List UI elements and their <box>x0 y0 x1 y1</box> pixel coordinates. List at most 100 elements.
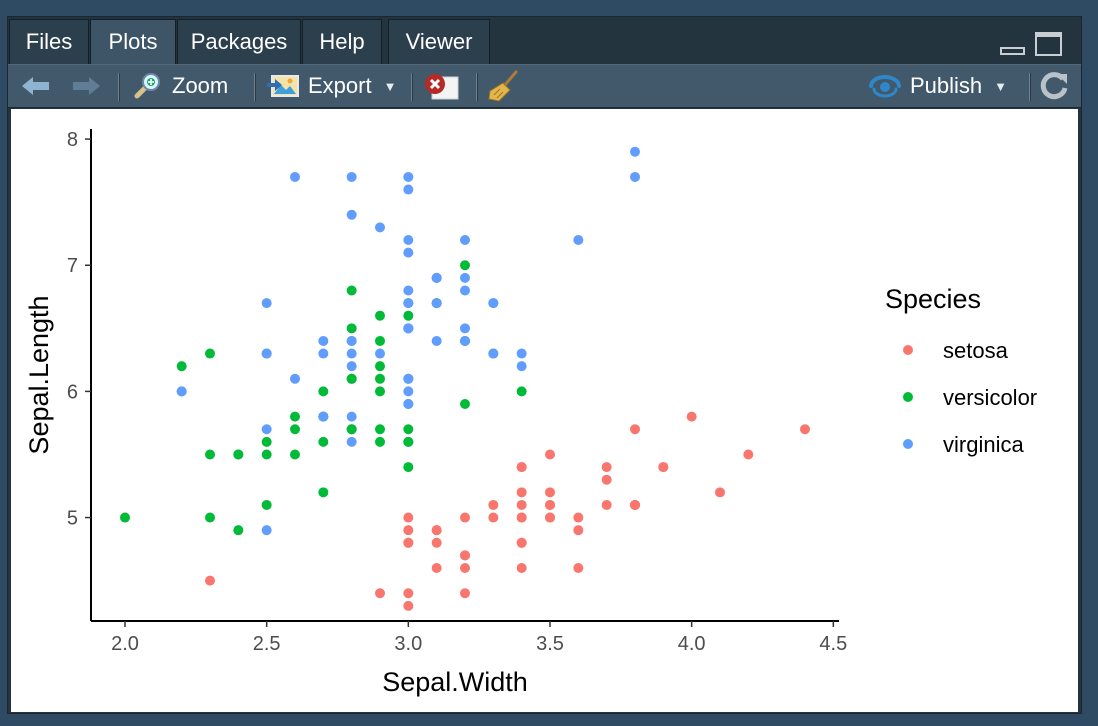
data-point-setosa <box>516 563 527 574</box>
data-point-virginica <box>346 411 357 422</box>
data-point-setosa <box>460 588 470 599</box>
data-point-virginica <box>431 272 442 283</box>
data-point-versicolor <box>403 462 414 473</box>
data-point-virginica <box>346 361 357 372</box>
data-point-setosa <box>715 487 725 498</box>
toolbar-divider <box>254 73 256 101</box>
data-point-versicolor <box>261 449 272 460</box>
refresh-icon <box>1040 72 1068 100</box>
data-point-virginica <box>488 348 499 359</box>
data-point-versicolor <box>460 260 470 271</box>
tab-label: Files <box>25 29 73 54</box>
data-point-versicolor <box>261 436 272 447</box>
data-point-virginica <box>460 285 470 296</box>
data-point-virginica <box>176 386 187 397</box>
data-point-setosa <box>630 499 640 510</box>
data-point-versicolor <box>403 424 414 435</box>
data-point-versicolor <box>318 386 329 397</box>
data-point-versicolor <box>205 348 215 359</box>
plot-viewer: 2.0 2.5 3.0 3.5 4.0 4.5 5 6 7 8 Sepal.Width Sepal.L… <box>11 109 1078 712</box>
data-point-virginica <box>403 386 414 397</box>
pane-tab-bar: Files Plots Packages Help Viewer <box>8 17 1081 64</box>
data-point-setosa <box>743 449 754 460</box>
x-tick-label: 2.5 <box>253 633 281 655</box>
data-point-versicolor <box>375 361 385 372</box>
data-point-setosa <box>545 512 555 523</box>
tab-packages[interactable]: Packages <box>177 19 301 64</box>
data-point-setosa <box>516 512 527 523</box>
x-tick-label: 3.0 <box>394 633 422 655</box>
refresh-button[interactable] <box>1039 65 1069 107</box>
back-arrow-icon[interactable] <box>20 65 56 107</box>
x-axis-label: Sepal.Width <box>382 667 528 697</box>
data-point-setosa <box>601 462 612 473</box>
export-button[interactable]: Export ▼ <box>266 65 396 107</box>
x-tick-label: 3.5 <box>536 633 564 655</box>
y-tick-label: 8 <box>67 129 78 151</box>
data-point-setosa <box>431 537 442 548</box>
data-point-virginica <box>630 146 640 157</box>
tab-plots[interactable]: Plots <box>90 19 176 64</box>
data-point-setosa <box>403 588 414 599</box>
data-point-versicolor <box>375 424 385 435</box>
toolbar-divider <box>118 73 120 101</box>
data-point-versicolor <box>346 285 357 296</box>
data-point-virginica <box>403 373 414 384</box>
data-point-setosa <box>460 512 470 523</box>
data-point-virginica <box>346 436 357 447</box>
maximize-pane-button[interactable] <box>1035 32 1062 56</box>
data-point-setosa <box>545 487 555 498</box>
toolbar-divider <box>411 73 413 101</box>
data-point-virginica <box>403 285 414 296</box>
legend-key-versicolor <box>903 392 913 402</box>
data-point-setosa <box>516 499 527 510</box>
data-point-versicolor <box>346 373 357 384</box>
data-point-setosa <box>516 487 527 498</box>
data-point-versicolor <box>318 436 329 447</box>
minimize-pane-button[interactable] <box>1000 47 1025 55</box>
data-point-virginica <box>318 335 329 346</box>
data-point-virginica <box>403 399 414 410</box>
data-point-versicolor <box>346 323 357 334</box>
data-point-versicolor <box>375 373 385 384</box>
tab-help[interactable]: Help <box>302 19 382 64</box>
legend-key-virginica <box>903 439 913 449</box>
data-point-setosa <box>601 499 612 510</box>
data-point-setosa <box>658 462 669 473</box>
data-point-virginica <box>375 348 385 359</box>
data-point-virginica <box>630 171 640 182</box>
data-point-setosa <box>630 424 640 435</box>
data-point-virginica <box>403 247 414 258</box>
data-point-setosa <box>573 525 584 536</box>
tab-files[interactable]: Files <box>9 19 89 64</box>
remove-plot-button[interactable] <box>422 65 460 107</box>
zoom-button[interactable]: Zoom <box>132 65 228 107</box>
tab-viewer[interactable]: Viewer <box>388 19 490 64</box>
data-point-virginica <box>261 298 272 309</box>
data-point-virginica <box>290 171 300 182</box>
data-point-versicolor <box>403 436 414 447</box>
zoom-label: Zoom <box>172 73 229 98</box>
data-point-versicolor <box>460 399 470 410</box>
data-point-setosa <box>488 512 499 523</box>
forward-arrow-icon[interactable] <box>70 65 106 107</box>
legend-label-setosa: setosa <box>943 338 1009 363</box>
data-point-versicolor <box>375 386 385 397</box>
y-tick-label: 7 <box>67 255 78 277</box>
publish-button[interactable]: Publish ▼ <box>868 65 1007 107</box>
data-point-setosa <box>431 525 442 536</box>
data-point-setosa <box>800 424 810 435</box>
tab-label: Viewer <box>405 29 473 54</box>
data-point-setosa <box>488 499 499 510</box>
data-point-setosa <box>403 512 414 523</box>
tab-label: Help <box>319 29 365 54</box>
tab-label: Packages <box>190 29 288 54</box>
data-point-versicolor <box>290 424 300 435</box>
data-point-virginica <box>403 184 414 195</box>
clear-all-plots-button[interactable] <box>486 65 520 107</box>
data-point-setosa <box>573 512 584 523</box>
y-axis-label: Sepal.Length <box>24 295 54 454</box>
legend-title: Species <box>885 284 981 314</box>
data-point-virginica <box>460 335 470 346</box>
data-point-setosa <box>460 563 470 574</box>
